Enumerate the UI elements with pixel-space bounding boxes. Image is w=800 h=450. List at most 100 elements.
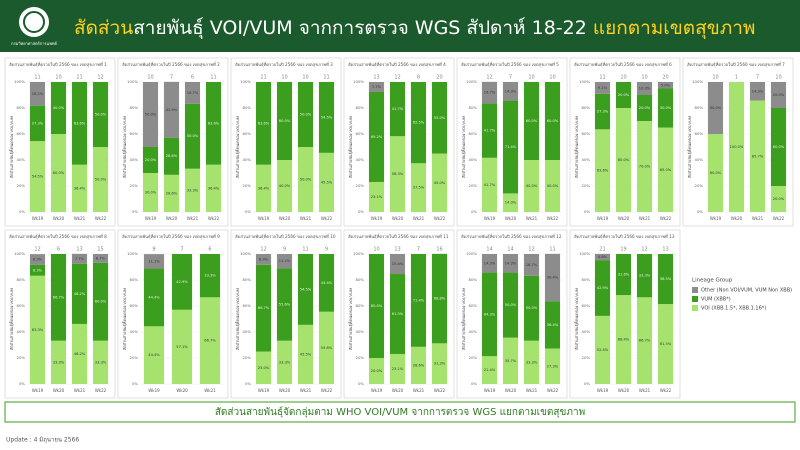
banner-box	[4, 401, 796, 423]
value-label: 55.6%	[321, 346, 333, 350]
count-label: 10	[641, 75, 647, 81]
value-label: 20.0%	[639, 106, 651, 110]
value-label: 50.0%	[300, 113, 312, 117]
count-label: 12	[97, 75, 103, 81]
bar-segment	[368, 82, 385, 93]
bar-segment	[255, 264, 272, 352]
count-label: 11	[302, 247, 308, 253]
count-label: 6	[57, 247, 60, 253]
count-label: 11	[599, 75, 605, 81]
y-tick-label: 80%	[469, 277, 478, 282]
y-tick-label: 60%	[130, 303, 139, 308]
value-label: 27.3%	[547, 364, 559, 368]
bar-segment	[749, 82, 766, 101]
value-label: 15.4%	[392, 262, 404, 266]
count-label: 1	[735, 75, 738, 81]
count-label: 13	[76, 247, 82, 253]
value-label: 54.5%	[321, 115, 333, 119]
bar-segment	[318, 254, 335, 312]
value-label: 16.7%	[484, 91, 496, 95]
bar-segment	[71, 253, 88, 264]
value-label: 33.3%	[187, 188, 199, 192]
y-tick-label: 40%	[469, 329, 478, 334]
x-tick-label: Wk20	[279, 388, 291, 393]
bar-segment	[276, 160, 293, 212]
x-tick-label: Wk21	[639, 388, 651, 393]
bar-segment	[481, 356, 498, 384]
bar-segment	[657, 88, 674, 128]
count-label: 9	[325, 247, 328, 253]
bar-segment	[502, 82, 519, 101]
bar-segment	[389, 254, 406, 275]
bar-segment	[636, 254, 653, 298]
y-tick-label: 40%	[582, 329, 591, 334]
banner-text: สัดส่วนสายพันธุ์จัดกลุ่มตาม WHO VOI/VUM …	[215, 406, 585, 418]
x-tick-label: Wk20	[166, 216, 178, 221]
bar-segment	[143, 326, 165, 384]
bar-segment	[297, 254, 314, 325]
bar-segment	[50, 254, 67, 341]
bar-segment	[184, 103, 201, 169]
value-label: 33.3%	[204, 274, 216, 278]
chart-title: สัดส่วนสายพันธุ์ที่ตรวจในปี 2566 ของ เขต…	[235, 233, 336, 240]
y-axis-label: สัดส่วนสายพันธุ์ทั้งหมดของ VOI/VUM	[686, 116, 693, 178]
value-label: 25.0%	[258, 366, 270, 370]
y-tick-label: 20%	[582, 355, 591, 360]
bar-segment	[92, 340, 109, 384]
bar-segment	[255, 164, 272, 212]
legend-label: VOI (XBB.1.5*, XBB.1.16*)	[701, 306, 766, 312]
value-label: 55.6%	[279, 303, 291, 307]
bar-segment	[594, 93, 611, 130]
x-tick-label: Wk19	[258, 216, 270, 221]
title-part: สายพันธุ์ VOI/VUM จากการตรวจ WGS สัปดาห์…	[133, 17, 593, 40]
y-axis-label: สัดส่วนสายพันธุ์ทั้งหมดของ VOI/VUM	[121, 116, 128, 178]
value-label: 41.7%	[484, 129, 496, 133]
x-tick-label: Wk21	[300, 216, 312, 221]
count-label: 10	[302, 75, 308, 81]
bar-segment	[544, 253, 561, 302]
y-tick-label: 100%	[353, 79, 364, 84]
title-part: แยกตามเขตสุขภาพ	[593, 17, 756, 40]
bar-segment	[636, 82, 653, 95]
bar-segment	[255, 351, 272, 384]
bar-segment	[410, 163, 427, 212]
x-tick-label: Wk19	[710, 216, 722, 221]
y-tick-label: 20%	[130, 183, 139, 188]
legend-swatch	[692, 296, 698, 302]
bar-segment	[523, 254, 540, 276]
bar-segment	[142, 147, 159, 173]
bar-segment	[410, 82, 427, 164]
y-tick-label: 80%	[243, 105, 252, 110]
y-tick-label: 0%	[19, 209, 25, 214]
x-tick-label: Wk19	[258, 388, 270, 393]
count-label: 12	[528, 247, 534, 253]
x-tick-label: Wk20	[392, 388, 404, 393]
bar-segment	[199, 297, 221, 384]
y-axis-label: สัดส่วนสายพันธุ์ทั้งหมดของ VOI/VUM	[460, 288, 467, 350]
count-label: 12	[260, 247, 266, 253]
y-tick-label: 60%	[469, 131, 478, 136]
bar-segment	[92, 262, 109, 341]
value-label: 69.2%	[371, 135, 383, 139]
x-tick-label: Wk21	[639, 216, 651, 221]
x-tick-label: Wk22	[208, 216, 220, 221]
count-label: 19	[620, 247, 626, 253]
value-label: 80.0%	[371, 304, 383, 308]
y-tick-label: 40%	[130, 329, 139, 334]
x-tick-label: Wk20	[53, 216, 65, 221]
value-label: 50.0%	[187, 134, 199, 138]
value-label: 65.0%	[660, 168, 672, 172]
x-tick-label: Wk19	[148, 388, 160, 393]
bar-segment	[143, 268, 165, 327]
value-label: 54.5%	[32, 175, 44, 179]
y-axis-label: สัดส่วนสายพันธุ์ทั้งหมดของ VOI/VUM	[8, 288, 15, 350]
chart-title: สัดส่วนสายพันธุ์ที่ตรวจในปี 2566 ของ เขต…	[687, 61, 785, 68]
y-tick-label: 60%	[17, 131, 26, 136]
logo-text: กรมวิทยาศาสตร์การแพทย์	[11, 41, 57, 46]
count-label: 12	[34, 247, 40, 253]
y-axis-label: สัดส่วนสายพันธุ์ทั้งหมดของ VOI/VUM	[460, 116, 467, 178]
bar-segment	[502, 337, 519, 384]
y-tick-label: 80%	[582, 277, 591, 282]
value-label: 37.5%	[413, 186, 425, 190]
chart-title: สัดส่วนสายพันธุ์ที่ตรวจในปี 2566 ของ เขต…	[9, 233, 107, 240]
